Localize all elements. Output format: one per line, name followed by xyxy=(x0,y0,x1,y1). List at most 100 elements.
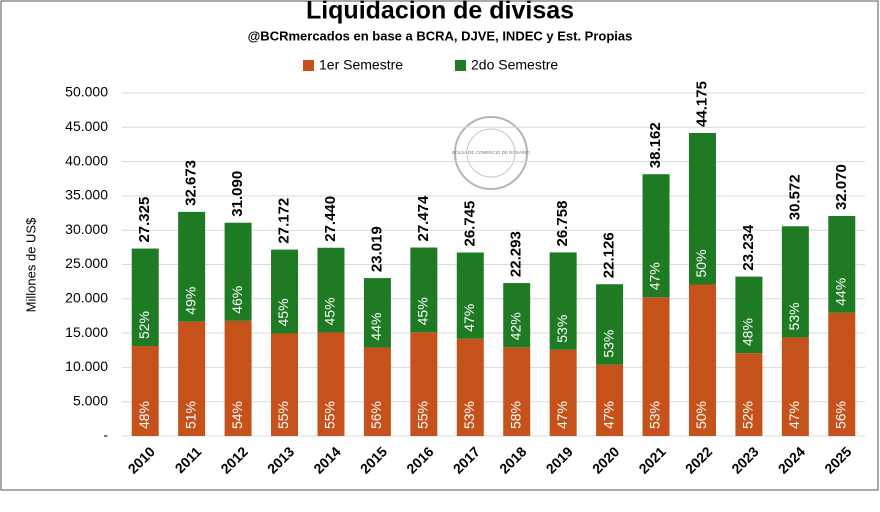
share-label: 53% xyxy=(600,330,616,358)
share-label: 56% xyxy=(832,401,848,429)
bar-segment xyxy=(503,347,531,436)
bar-segment xyxy=(456,338,484,436)
share-label: 51% xyxy=(182,401,198,429)
bar-segment xyxy=(781,337,809,436)
y-tick-label: 35.000 xyxy=(65,187,108,203)
chart-title: Liquidacion de divisas xyxy=(306,0,574,25)
bar-segment xyxy=(596,284,624,365)
total-label: 32.070 xyxy=(833,164,850,210)
share-label: 47% xyxy=(600,401,616,429)
total-label: 32.673 xyxy=(183,160,200,206)
bar-segment xyxy=(317,332,345,436)
bar-segment xyxy=(271,333,299,436)
share-label: 53% xyxy=(461,401,477,429)
share-label: 52% xyxy=(740,401,756,429)
bar-segment xyxy=(363,278,391,348)
bar-segment xyxy=(688,284,716,436)
bar-segment xyxy=(456,252,484,339)
y-tick-label: 20.000 xyxy=(65,290,108,306)
total-label: 26.745 xyxy=(461,201,478,247)
y-tick-label: 50.000 xyxy=(65,84,108,100)
share-label: 50% xyxy=(693,401,709,429)
total-label: 23.234 xyxy=(740,224,757,271)
y-tick-label: 25.000 xyxy=(65,255,108,271)
total-label: 27.172 xyxy=(276,198,293,244)
y-tick-label: 30.000 xyxy=(65,221,108,237)
share-label: 53% xyxy=(647,401,663,429)
legend-label: 2do Semestre xyxy=(471,57,558,73)
watermark-ring xyxy=(466,128,516,178)
bar-segment xyxy=(410,332,438,436)
share-label: 45% xyxy=(275,298,291,326)
bar-segment xyxy=(642,297,670,436)
bar-segment xyxy=(271,249,299,334)
share-label: 47% xyxy=(554,401,570,429)
share-label: 47% xyxy=(647,262,663,290)
bar-segment xyxy=(178,321,206,436)
total-label: 22.126 xyxy=(601,232,618,278)
y-tick-label: 15.000 xyxy=(65,324,108,340)
total-label: 44.175 xyxy=(693,81,710,127)
bar-segment xyxy=(642,174,670,298)
chart-subtitle: @BCRmercados en base a BCRA, DJVE, INDEC… xyxy=(248,28,633,43)
share-label: 55% xyxy=(322,401,338,429)
y-tick-label: 5.000 xyxy=(73,392,108,408)
watermark-text: BOLSA DE COMERCIO DE ROSARIO xyxy=(452,150,530,155)
bar-segment xyxy=(363,347,391,436)
share-label: 53% xyxy=(786,302,802,330)
bar-segment xyxy=(828,312,856,436)
y-tick-label: 10.000 xyxy=(65,358,108,374)
share-label: 53% xyxy=(554,315,570,343)
total-label: 27.325 xyxy=(136,197,153,243)
bar-segment xyxy=(178,211,206,322)
watermark-ring xyxy=(454,116,528,190)
y-tick-label: - xyxy=(103,427,108,443)
watermark: BOLSA DE COMERCIO DE ROSARIO xyxy=(452,116,530,190)
share-label: 47% xyxy=(786,401,802,429)
bar-segment xyxy=(549,252,577,350)
total-label: 30.572 xyxy=(786,174,803,220)
y-axis-label: Millones de US$ xyxy=(23,217,38,312)
share-label: 56% xyxy=(368,401,384,429)
bar-segment xyxy=(503,283,531,348)
share-label: 44% xyxy=(368,313,384,341)
bar-segment xyxy=(224,320,252,436)
share-label: 45% xyxy=(322,297,338,325)
share-label: 55% xyxy=(415,401,431,429)
legend-label: 1er Semestre xyxy=(319,57,403,73)
bar-segment xyxy=(224,222,252,321)
bar-segment xyxy=(735,353,763,436)
bar-segment xyxy=(549,349,577,436)
total-label: 26.758 xyxy=(554,201,571,247)
bar-segment xyxy=(596,364,624,436)
share-label: 54% xyxy=(229,401,245,429)
share-label: 52% xyxy=(136,311,152,339)
total-label: 23.019 xyxy=(368,226,385,272)
share-label: 47% xyxy=(461,304,477,332)
total-label: 22.293 xyxy=(508,231,525,277)
share-label: 58% xyxy=(507,401,523,429)
bar-segment xyxy=(735,276,763,354)
bar-segment xyxy=(688,132,716,285)
share-label: 49% xyxy=(182,287,198,315)
bar-segment xyxy=(828,215,856,313)
share-label: 46% xyxy=(229,286,245,314)
share-label: 55% xyxy=(275,401,291,429)
total-label: 38.162 xyxy=(647,122,664,168)
share-label: 50% xyxy=(693,249,709,277)
total-label: 27.440 xyxy=(322,196,339,242)
legend-swatch xyxy=(303,60,314,71)
total-label: 31.090 xyxy=(229,171,246,217)
total-label: 27.474 xyxy=(415,195,432,242)
share-label: 48% xyxy=(740,318,756,346)
y-tick-label: 45.000 xyxy=(65,118,108,134)
share-label: 42% xyxy=(507,312,523,340)
bar-segment xyxy=(781,226,809,338)
share-label: 45% xyxy=(415,297,431,325)
y-tick-label: 40.000 xyxy=(65,152,108,168)
bar-segment xyxy=(410,247,438,333)
share-label: 44% xyxy=(832,278,848,306)
bar-segment xyxy=(131,346,159,436)
share-label: 48% xyxy=(136,401,152,429)
